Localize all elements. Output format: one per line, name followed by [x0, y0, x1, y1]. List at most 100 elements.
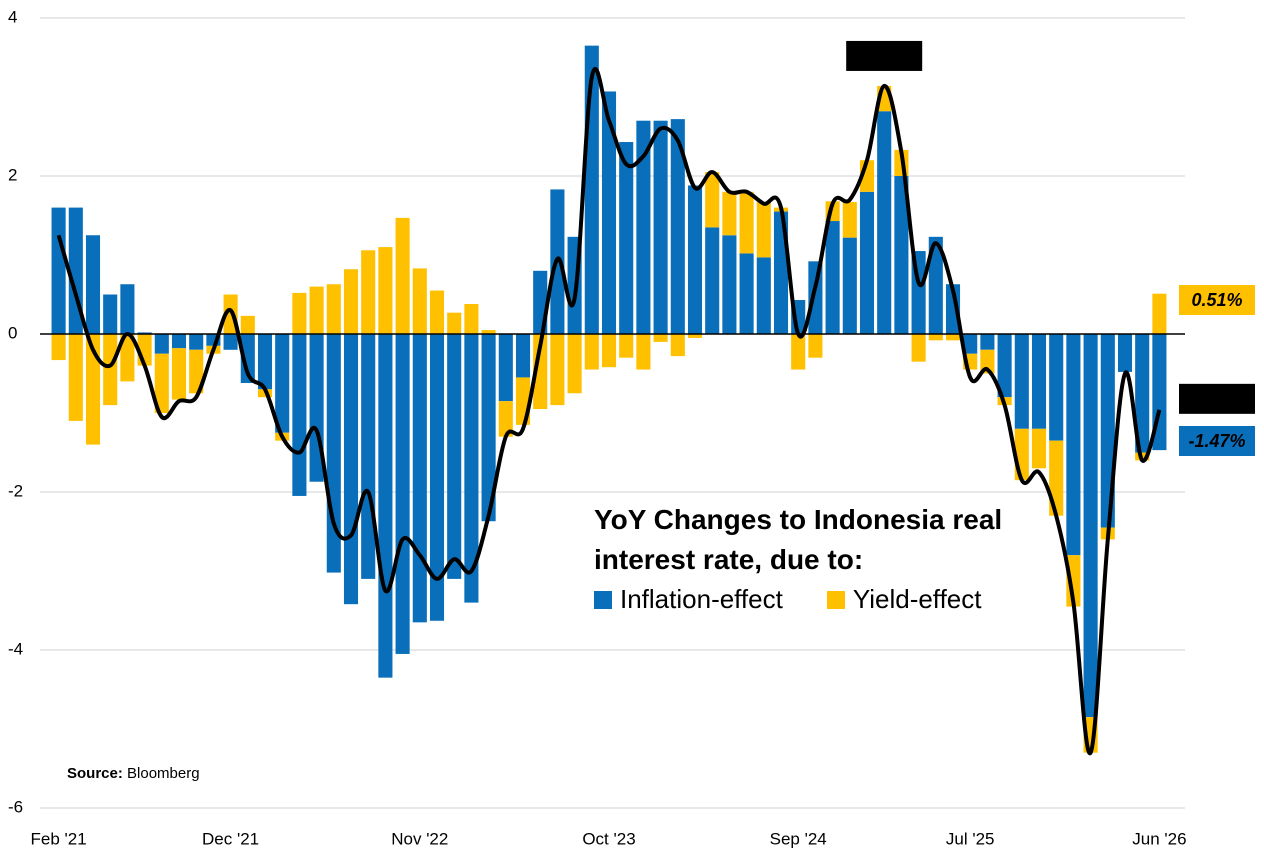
bar: [275, 334, 290, 433]
bar: [670, 334, 685, 357]
bar: [120, 334, 135, 382]
bar: [447, 312, 462, 334]
bar: [722, 235, 737, 334]
bar: [395, 217, 410, 334]
source-text: Bloomberg: [127, 765, 200, 782]
legend-label: Yield-effect: [852, 584, 982, 614]
bar: [1031, 428, 1047, 469]
bar: [1135, 334, 1150, 453]
source-label: Source:: [67, 765, 123, 782]
bar: [533, 334, 548, 410]
bar: [1152, 293, 1167, 334]
bar: [85, 235, 101, 334]
bar: [739, 191, 754, 254]
bar: [257, 334, 273, 390]
bar: [498, 401, 513, 437]
value-label-box: [1179, 383, 1255, 414]
bar: [1066, 555, 1081, 607]
bar: [464, 334, 479, 603]
bar: [378, 247, 393, 334]
y-tick-label: -2: [8, 481, 23, 500]
bar: [429, 290, 445, 334]
bar: [653, 334, 668, 342]
bar: [1083, 334, 1098, 718]
bar: [429, 334, 445, 621]
bar: [550, 334, 565, 406]
legend-label: Inflation-effect: [620, 584, 783, 614]
bar: [189, 334, 204, 350]
bar: [963, 334, 978, 354]
x-tick-label: Nov '22: [391, 829, 448, 848]
bar: [1031, 334, 1047, 429]
legend-swatch: [826, 591, 845, 609]
legend-item: Inflation-effect: [594, 584, 783, 615]
bar: [515, 334, 531, 378]
legend-item: Yield-effect: [826, 584, 982, 615]
bar: [739, 253, 754, 334]
bar: [601, 334, 617, 368]
bar: [361, 250, 376, 334]
bar: [928, 334, 943, 341]
bar: [859, 191, 875, 334]
x-tick-label: Jul '25: [946, 829, 995, 848]
value-label-box: [846, 40, 923, 71]
bar: [997, 334, 1012, 398]
bar: [601, 91, 617, 334]
legend: YoY Changes to Indonesia real interest r…: [594, 500, 1064, 615]
bar: [756, 257, 771, 334]
bar: [584, 334, 599, 370]
bar: [326, 284, 341, 334]
x-tick-label: Oct '23: [582, 829, 635, 848]
value-label: -1.47%: [1188, 431, 1245, 451]
bar: [653, 120, 668, 334]
bar: [240, 334, 255, 383]
x-tick-label: Feb '21: [31, 829, 87, 848]
bar: [137, 332, 152, 334]
bar: [687, 185, 703, 334]
x-tick-label: Sep '24: [770, 829, 827, 848]
bar: [223, 334, 238, 350]
value-label: 0.51%: [1191, 290, 1242, 310]
bar: [756, 202, 771, 258]
bar: [240, 315, 255, 334]
bar: [481, 330, 496, 334]
bar: [171, 334, 187, 349]
bar: [85, 334, 101, 445]
legend-swatch: [594, 591, 612, 609]
bar: [309, 286, 324, 334]
bar: [292, 334, 307, 496]
bar: [154, 353, 169, 413]
bar: [51, 207, 66, 334]
bar: [705, 227, 720, 334]
bar: [103, 294, 118, 334]
bar: [1066, 334, 1081, 556]
y-tick-label: -4: [8, 639, 23, 658]
bar: [292, 292, 307, 334]
bar: [842, 202, 857, 238]
bars: [51, 45, 1167, 753]
bar: [103, 334, 118, 406]
bar: [894, 176, 909, 334]
legend-items: Inflation-effect Yield-effect: [594, 584, 1064, 615]
value-label: -0.96%: [1188, 389, 1245, 409]
bar: [68, 334, 83, 421]
x-tick-label: Dec '21: [202, 829, 259, 848]
bar: [361, 334, 376, 579]
y-tick-label: 4: [8, 7, 17, 26]
bar: [636, 334, 651, 370]
bar: [395, 334, 410, 654]
bar: [877, 111, 892, 334]
bar: [619, 334, 634, 358]
bar: [911, 334, 926, 362]
bar: [842, 237, 857, 334]
bar: [1117, 334, 1133, 372]
bar: [343, 334, 359, 605]
bar: [687, 334, 703, 338]
bar: [636, 120, 651, 334]
bar: [447, 334, 462, 579]
bar: [808, 334, 823, 358]
line: [56, 67, 1162, 756]
bar: [945, 284, 961, 334]
